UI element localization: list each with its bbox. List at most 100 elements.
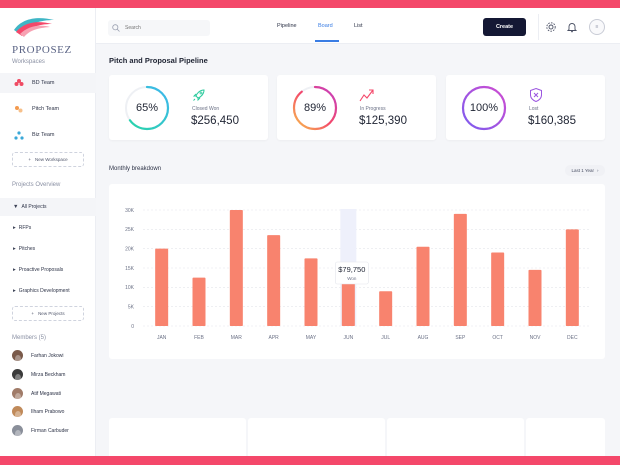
x-tick-label: JUN [343, 335, 353, 341]
tooltip-box [335, 261, 369, 285]
range-select[interactable]: Last 1 Year › [565, 165, 605, 176]
x-tick-label: SEP [455, 335, 466, 341]
team-biz[interactable]: Biz Team [0, 125, 96, 145]
range-label: Last 1 Year [571, 168, 595, 173]
x-tick-label: DEC [567, 335, 578, 341]
bell-icon[interactable] [566, 21, 578, 33]
bottom-accent-bar [0, 456, 620, 465]
search-icon [112, 24, 120, 32]
project-label: Proactive Proposals [18, 267, 64, 273]
project-item-proactive[interactable]: ▸ Proactive Proposals [0, 261, 96, 279]
stat-card-lost[interactable]: 100% Lost $160,385 [446, 75, 605, 140]
stat-label: Closed Won [192, 106, 220, 112]
team-bd[interactable]: BD Team [0, 73, 96, 93]
project-label: All Projects [21, 204, 47, 210]
plus-icon: + [31, 311, 35, 316]
x-tick-label: JUL [381, 335, 390, 341]
bar [528, 269, 542, 326]
search-input[interactable] [125, 25, 205, 31]
sidebar: PROPOSEZ Workspaces BD Team Pitch Team B… [0, 8, 96, 456]
project-item-all[interactable]: ▼ All Projects [0, 198, 96, 216]
header-divider [538, 14, 539, 40]
project-label: Pitches [18, 246, 36, 252]
bar [341, 279, 355, 326]
project-item-rfps[interactable]: ▸ RFPs [0, 219, 96, 237]
projects-overview-label: Projects Overview [12, 182, 61, 188]
members-label: Members (5) [12, 335, 47, 341]
team-red-icon [14, 78, 24, 88]
y-tick-label: 10K [125, 285, 135, 291]
bar [491, 252, 505, 326]
tooltip-value: $79,750 [338, 265, 365, 274]
y-tick-label: 0 [131, 324, 134, 330]
bar [304, 258, 318, 326]
create-button[interactable]: Create [483, 18, 526, 36]
brand-logo[interactable]: PROPOSEZ [12, 16, 84, 58]
member-name: Firman Carbuder [31, 427, 69, 434]
trend-up-icon [359, 89, 374, 102]
member-name: Ilham Prabowo [31, 408, 65, 415]
rocket-icon [192, 89, 205, 102]
team-label: Biz Team [32, 132, 55, 138]
progress-ring [292, 85, 338, 131]
member-item[interactable]: Farhan Jokowi [12, 350, 64, 361]
top-accent-bar [0, 0, 620, 8]
bar [416, 246, 430, 326]
x-tick-label: APR [269, 335, 280, 341]
member-name: Atif Megawati [31, 390, 62, 397]
new-workspace-button[interactable]: + New Workspace [12, 152, 84, 167]
team-pitch[interactable]: Pitch Team [0, 99, 96, 119]
new-project-label: New Projects [38, 311, 65, 316]
monthly-chart-card: 0 5K 10K 15K 20K 25K 30K JAN FEB MAR APR MAY JUN JUL A… [109, 184, 605, 359]
tab-list[interactable]: List [354, 23, 363, 29]
stat-card-closed-won[interactable]: 65% Closed Won $256,450 [109, 75, 268, 140]
app-page: PROPOSEZ Workspaces BD Team Pitch Team B… [0, 8, 620, 464]
percent-label: 100% [469, 102, 499, 114]
member-item[interactable]: Ilham Prabowo [12, 406, 64, 417]
avatar [12, 425, 23, 436]
y-tick-label: 5K [128, 304, 135, 310]
member-item[interactable]: Atif Megawati [12, 388, 61, 399]
y-tick-label: 15K [125, 266, 135, 272]
stat-value: $256,450 [191, 115, 239, 127]
user-menu-button[interactable]: ≡ [589, 19, 605, 35]
progress-ring [461, 85, 507, 131]
x-tick-label: FEB [194, 335, 204, 341]
bar [192, 277, 206, 326]
y-tick-label: 20K [125, 246, 135, 252]
tooltip-label: Won [347, 276, 357, 281]
new-workspace-label: New Workspace [34, 157, 68, 162]
x-tick-label: MAY [306, 335, 317, 341]
member-name: Mirza Beckham [31, 371, 66, 378]
tab-board[interactable]: Board [318, 23, 333, 29]
project-item-pitches[interactable]: ▸ Pitches [0, 240, 96, 258]
project-item-graphics[interactable]: ▸ Graphics Development [0, 282, 96, 300]
x-tick-label: NOV [530, 335, 542, 341]
x-tick-label: MAR [231, 335, 243, 341]
member-item[interactable]: Mirza Beckham [12, 369, 65, 380]
member-item[interactable]: Firman Carbuder [12, 425, 69, 436]
project-label: RFPs [18, 225, 32, 231]
folder-icon: ▸ [13, 246, 16, 252]
shield-x-icon [530, 87, 542, 103]
gear-icon[interactable] [545, 21, 557, 33]
stat-value: $125,390 [359, 115, 407, 127]
avatar [12, 369, 23, 380]
search-box[interactable] [108, 20, 210, 36]
team-label: Pitch Team [32, 106, 60, 112]
team-blue-icon [14, 130, 24, 140]
stat-card-in-progress[interactable]: 89% In Progress $125,390 [277, 75, 436, 140]
new-project-button[interactable]: + New Projects [12, 306, 84, 321]
chevron-right-icon: › [597, 168, 599, 173]
y-tick-label: 25K [125, 227, 135, 233]
avatar [12, 350, 23, 361]
workspaces-label: Workspaces [12, 59, 45, 65]
menu-icon: ≡ [595, 24, 599, 30]
avatar [12, 406, 23, 417]
bar [267, 235, 281, 326]
monthly-bar-chart: 0 5K 10K 15K 20K 25K 30K JAN FEB MAR APR MAY JUN JUL A… [125, 208, 591, 341]
bar [229, 210, 243, 326]
x-tick-label: AUG [418, 335, 429, 341]
top-header: Pipeline Board List Create ≡ [96, 8, 620, 44]
tab-pipeline[interactable]: Pipeline [277, 23, 297, 29]
